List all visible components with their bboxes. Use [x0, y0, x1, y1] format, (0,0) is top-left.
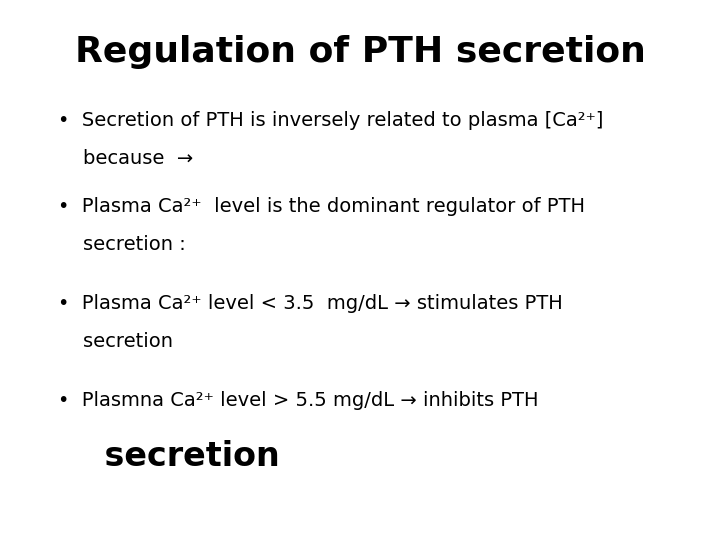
Text: secretion: secretion [58, 440, 279, 473]
Text: •  Plasma Ca²⁺ level < 3.5  mg/dL → stimulates PTH: • Plasma Ca²⁺ level < 3.5 mg/dL → stimul… [58, 294, 562, 313]
Text: •  Plasmna Ca²⁺ level > 5.5 mg/dL → inhibits PTH: • Plasmna Ca²⁺ level > 5.5 mg/dL → inhib… [58, 392, 538, 410]
Text: secretion :: secretion : [58, 235, 185, 254]
Text: •  Secretion of PTH is inversely related to plasma [Ca²⁺]: • Secretion of PTH is inversely related … [58, 111, 603, 130]
Text: because  →: because → [58, 148, 193, 167]
Text: secretion: secretion [58, 332, 173, 351]
Text: •  Plasma Ca²⁺  level is the dominant regulator of PTH: • Plasma Ca²⁺ level is the dominant regu… [58, 197, 585, 216]
Text: Regulation of PTH secretion: Regulation of PTH secretion [75, 35, 645, 69]
